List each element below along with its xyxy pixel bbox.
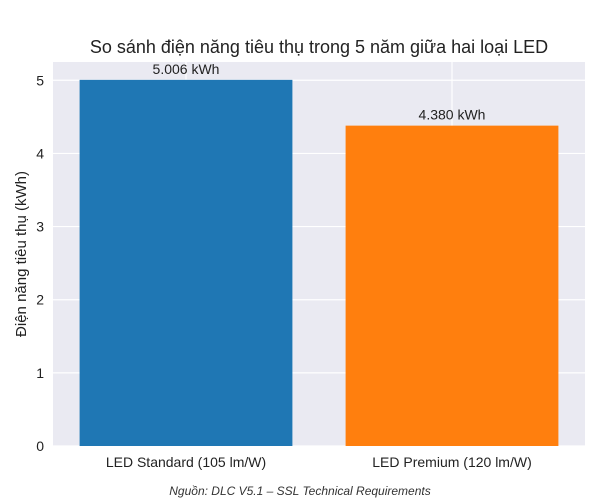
- y-tick-label: 3: [36, 219, 44, 235]
- x-tick-label: LED Standard (105 lm/W): [106, 454, 266, 470]
- y-tick-label: 2: [36, 292, 44, 308]
- data-label: 4.380 kWh: [419, 107, 486, 123]
- y-tick-label: 0: [36, 438, 44, 454]
- source-note: Nguồn: DLC V5.1 – SSL Technical Requirem…: [169, 484, 431, 498]
- bar: [345, 125, 559, 447]
- data-label: 5.006 kWh: [153, 61, 220, 77]
- x-tick-label: LED Premium (120 lm/W): [372, 454, 531, 470]
- y-axis-label: Điện năng tiêu thụ (kWh): [13, 171, 30, 337]
- y-tick-label: 4: [36, 145, 44, 161]
- chart-title: So sánh điện năng tiêu thụ trong 5 năm g…: [90, 37, 548, 57]
- y-tick-label: 1: [36, 365, 44, 381]
- bar: [79, 79, 293, 446]
- y-tick-label: 5: [36, 72, 44, 88]
